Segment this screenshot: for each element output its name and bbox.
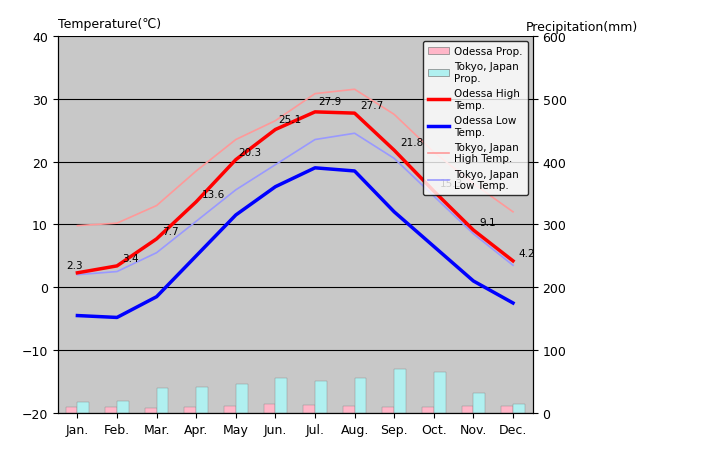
Bar <box>462 406 473 413</box>
Bar <box>117 401 129 413</box>
Text: Temperature(℃): Temperature(℃) <box>58 17 161 30</box>
Text: 27.7: 27.7 <box>360 101 384 111</box>
Bar <box>264 404 275 413</box>
Bar <box>303 405 315 413</box>
Text: 7.7: 7.7 <box>162 227 179 236</box>
Text: 2.3: 2.3 <box>66 260 83 270</box>
Bar <box>157 388 168 413</box>
Text: 25.1: 25.1 <box>278 115 302 125</box>
Bar <box>422 407 433 413</box>
Text: 13.6: 13.6 <box>202 190 225 200</box>
Bar <box>224 406 236 413</box>
Bar <box>501 406 513 413</box>
Text: 3.4: 3.4 <box>122 253 139 263</box>
Bar <box>474 393 485 413</box>
Bar <box>382 407 395 413</box>
Text: 27.9: 27.9 <box>318 97 341 107</box>
Bar <box>433 372 446 413</box>
Bar <box>343 406 354 413</box>
Bar <box>513 404 525 413</box>
Text: Precipitation(mm): Precipitation(mm) <box>526 21 638 34</box>
Bar <box>196 387 208 413</box>
Bar <box>315 381 327 413</box>
Bar <box>184 407 196 413</box>
Text: 21.8: 21.8 <box>400 138 423 148</box>
Bar <box>145 408 157 413</box>
Bar <box>354 378 366 413</box>
Legend: Odessa Prop., Tokyo, Japan
Prop., Odessa High
Temp., Odessa Low
Temp., Tokyo, Ja: Odessa Prop., Tokyo, Japan Prop., Odessa… <box>423 42 528 196</box>
Text: 15.3: 15.3 <box>439 179 463 189</box>
Bar <box>66 407 78 413</box>
Text: 9.1: 9.1 <box>479 218 495 228</box>
Bar <box>105 407 117 413</box>
Bar <box>236 384 248 413</box>
Bar <box>78 402 89 413</box>
Bar <box>394 369 406 413</box>
Bar <box>275 378 287 413</box>
Text: 4.2: 4.2 <box>518 248 535 258</box>
Text: 20.3: 20.3 <box>238 147 261 157</box>
